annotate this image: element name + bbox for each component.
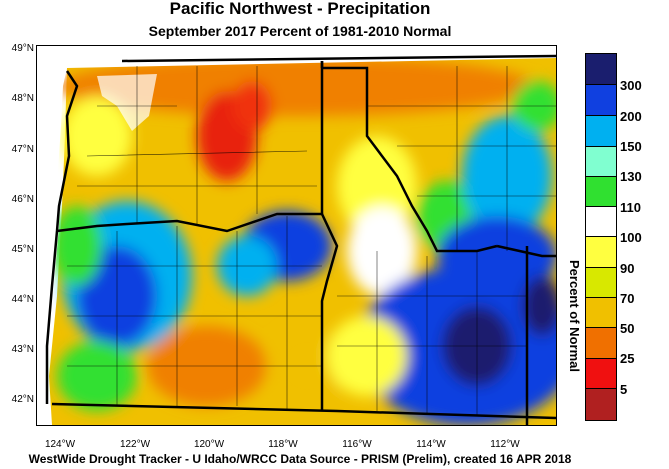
lat-label-45: 45°N — [11, 244, 34, 255]
colorbar-label-100: 100 — [620, 230, 642, 245]
colorbar-label-25: 25 — [620, 351, 635, 366]
colorbar-label-300: 300 — [620, 78, 642, 93]
lon-label-112: 112°W — [490, 439, 520, 450]
colorbar-swatch-90 — [586, 237, 616, 268]
lat-label-48: 48°N — [11, 93, 34, 104]
map-graphic — [37, 46, 556, 425]
colorbar-swatch-25 — [586, 328, 616, 359]
colorbar-label-150: 150 — [620, 139, 642, 154]
precipitation-map — [36, 45, 557, 426]
lon-label-114: 114°W — [416, 439, 446, 450]
colorbar-swatch-70 — [586, 268, 616, 298]
lat-label-44: 44°N — [11, 294, 34, 305]
colorbar-swatch-130 — [586, 147, 616, 177]
colorbar-swatch-150 — [586, 116, 616, 147]
colorbar — [585, 53, 617, 421]
lon-label-120: 120°W — [193, 439, 225, 450]
lon-label-116: 116°W — [342, 439, 372, 450]
lat-label-46: 46°N — [11, 194, 34, 205]
lon-label-118: 118°W — [268, 439, 298, 450]
colorbar-swatch-100 — [586, 207, 616, 237]
lon-label-124: 124°W — [44, 439, 76, 450]
lat-label-43: 43°N — [11, 344, 34, 355]
map-footer: WestWide Drought Tracker - U Idaho/WRCC … — [28, 452, 572, 466]
map-title: Pacific Northwest - Precipitation — [169, 0, 431, 18]
map-subtitle: September 2017 Percent of 1981-2010 Norm… — [148, 23, 452, 39]
colorbar-label-70: 70 — [620, 291, 635, 306]
colorbar-label-50: 50 — [620, 321, 635, 336]
colorbar-swatch-50 — [586, 298, 616, 328]
lon-label-122: 122°W — [119, 439, 151, 450]
colorbar-swatch-5 — [586, 359, 616, 389]
colorbar-swatch-300plus — [586, 54, 616, 85]
colorbar-swatch-0 — [586, 389, 616, 420]
colorbar-label-130: 130 — [620, 169, 642, 184]
colorbar-label-90: 90 — [620, 261, 635, 276]
colorbar-label-110: 110 — [620, 200, 641, 215]
colorbar-title: Percent of Normal — [567, 260, 582, 372]
colorbar-label-5: 5 — [620, 382, 628, 397]
lat-label-42: 42°N — [11, 394, 34, 405]
colorbar-swatch-200 — [586, 85, 616, 116]
colorbar-label-200: 200 — [620, 109, 642, 124]
colorbar-swatch-110 — [586, 177, 616, 207]
lat-label-49: 49°N — [11, 43, 34, 54]
lat-label-47: 47°N — [11, 144, 34, 155]
